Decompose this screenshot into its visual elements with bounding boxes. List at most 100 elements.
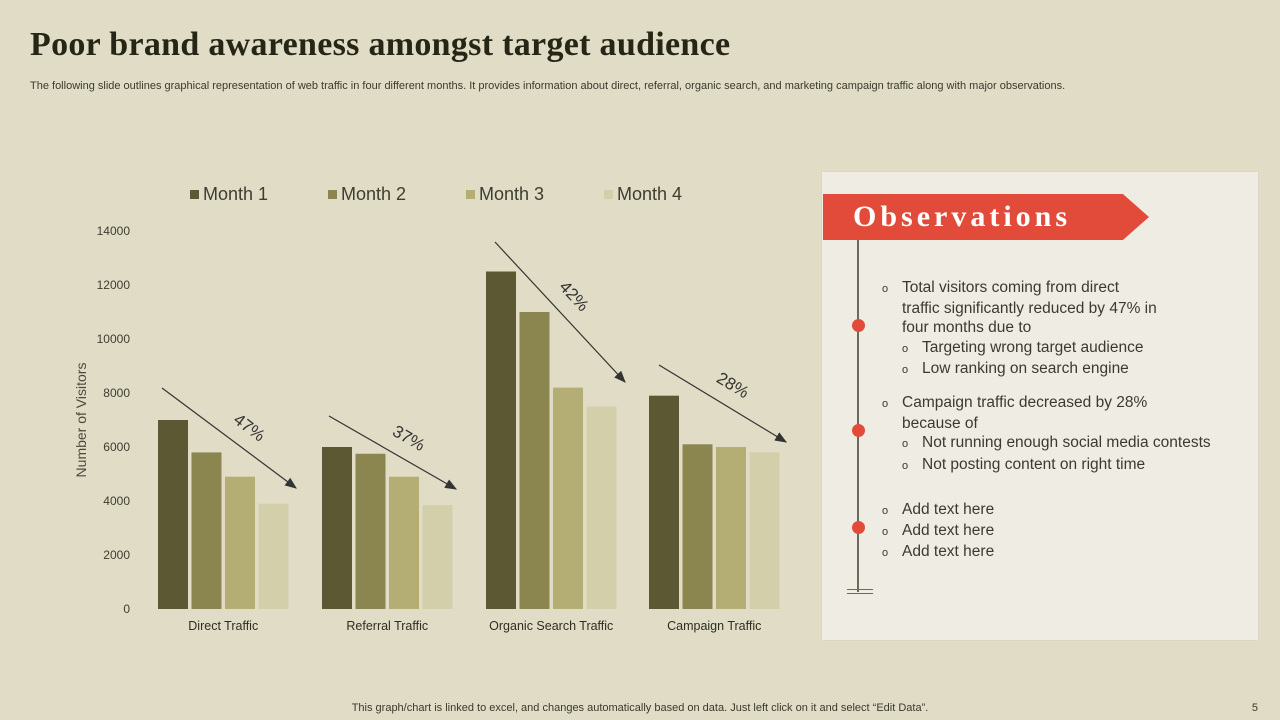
bullet-icon: o [902,342,909,355]
observation-subitem-text: Targeting wrong target audience [922,338,1144,356]
legend-swatch-month-3 [466,190,475,199]
chart-legend: Month 1 Month 2 Month 3 Month 4 [190,184,742,205]
observation-text: traffic significantly reduced by 47% in [902,300,1157,318]
legend-item-month-1: Month 1 [190,184,328,205]
web-traffic-bar-chart[interactable]: 0 2000 4000 6000 8000 10000 12000 14000 Number o… [0,0,810,660]
bar [191,452,222,609]
observation-subitem: o Not posting content on right time [882,455,1211,476]
y-tick-label: 2000 [103,548,130,562]
bar [322,447,352,609]
legend-label-month-3: Month 3 [479,184,545,204]
observation-text: because of [902,415,978,433]
legend-label-month-4: Month 4 [617,184,683,204]
observation-group-1: o Total visitors coming from direct traf… [882,278,1157,380]
y-tick-label: 6000 [103,440,130,454]
footer-note: This graph/chart is linked to excel, and… [351,702,929,714]
observation-placeholder-text: Add text here [902,522,995,540]
timeline-dot [852,424,865,437]
bullet-icon: o [882,547,889,560]
x-category-label: Referral Traffic [346,619,428,633]
observation-line: o Add text here [882,542,994,563]
legend-label-month-2: Month 2 [341,184,407,204]
observation-group-3: o Add text here o Add text here o Add te… [882,500,994,564]
bar [649,395,679,609]
bullet-icon: o [882,283,889,295]
y-tick-label: 0 [123,602,130,616]
bar [258,503,289,609]
observation-text: Campaign traffic decreased by 28% [902,394,1148,411]
observation-subitem: o Targeting wrong target audience [882,338,1157,359]
bar [225,476,255,609]
bar [749,452,780,609]
slide-subtitle: The following slide outlines graphical r… [30,80,1066,92]
timeline-end-mark [847,593,873,594]
x-category-label: Campaign Traffic [667,619,761,633]
y-tick-label: 4000 [103,494,130,508]
timeline-dot [852,319,865,332]
legend-item-month-3: Month 3 [466,184,604,205]
y-tick-label: 10000 [97,332,131,346]
trend-arrow [328,415,458,490]
timeline-dot [852,521,865,534]
observation-subitem: o Not running enough social media contes… [882,433,1211,454]
bar [158,420,188,609]
observation-subitem-text: Low ranking on search engine [922,359,1129,377]
y-axis-label: Number of Visitors [73,363,89,478]
bar [422,505,453,609]
trend-arrow [161,387,297,489]
bullet-icon: o [902,363,909,376]
observation-text: four months due to [902,319,1032,337]
observation-text: Total visitors coming from direct [902,279,1120,296]
bullet-icon: o [902,459,909,472]
legend-item-month-4: Month 4 [604,184,742,205]
bar [553,387,583,609]
x-category-label: Organic Search Traffic [489,619,613,633]
trend-arrow [658,364,788,443]
legend-swatch-month-1 [190,190,199,199]
legend-swatch-month-2 [328,190,337,199]
x-category-label: Direct Traffic [188,619,258,633]
observations-banner [823,194,1149,240]
observation-group-2: o Campaign traffic decreased by 28% beca… [882,393,1211,476]
legend-label-month-1: Month 1 [203,184,269,204]
y-tick-label: 8000 [103,386,130,400]
bar [586,406,617,609]
observation-placeholder-text: Add text here [902,543,995,561]
trend-percentage-label: 42% [555,277,592,315]
observations-title: Observations [853,200,1072,233]
y-tick-label: 12000 [97,278,131,292]
observation-subitem: o Low ranking on search engine [882,359,1157,380]
bar [389,476,419,609]
observations-panel [822,172,1258,640]
bullet-icon: o [882,505,889,517]
observation-line: o Total visitors coming from direct [882,278,1157,299]
observation-line: four months due to [882,318,1157,337]
bar [355,453,386,609]
bullet-spacer [882,299,902,318]
y-tick-label: 14000 [97,224,131,238]
page-number: 5 [1251,702,1258,714]
bullet-spacer [882,318,902,337]
bar [682,444,713,609]
bar [716,447,746,609]
legend-item-month-2: Month 2 [328,184,466,205]
timeline-end-mark [847,589,873,590]
observation-placeholder-text: Add text here [902,501,995,518]
observation-line: o Add text here [882,521,994,542]
observation-subitem-text: Not posting content on right time [922,455,1146,473]
observation-line: traffic significantly reduced by 47% in [882,299,1157,318]
bullet-icon: o [882,398,889,410]
bar [486,271,516,609]
observation-subitem-text: Not running enough social media contests [922,434,1211,452]
observation-line: o Campaign traffic decreased by 28% [882,393,1211,414]
bullet-spacer [882,414,902,433]
trend-percentage-label: 28% [713,368,752,402]
bullet-icon: o [902,438,909,451]
bullet-icon: o [882,526,889,539]
bar [519,312,550,609]
legend-swatch-month-4 [604,190,613,199]
observations-timeline [857,240,859,592]
trend-percentage-label: 47% [230,410,269,446]
observation-line: because of [882,414,1211,433]
observation-line: o Add text here [882,500,994,521]
